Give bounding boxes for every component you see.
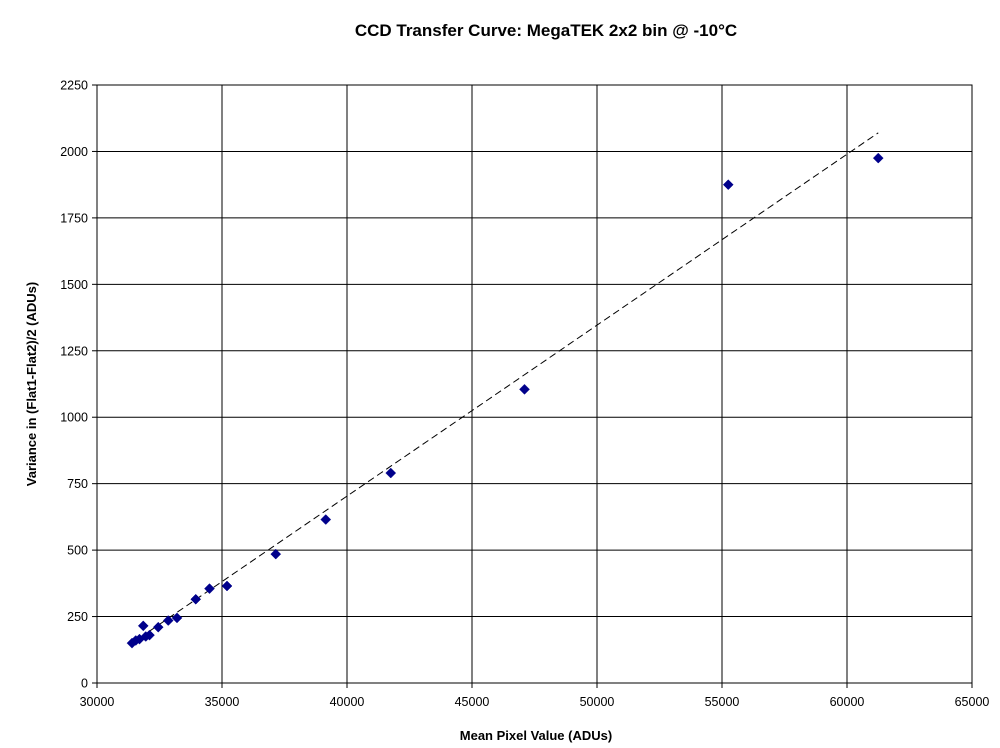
data-point <box>722 179 734 191</box>
data-point <box>137 620 149 632</box>
y-tick-label: 2250 <box>60 79 88 93</box>
y-tick-label: 250 <box>67 610 88 624</box>
y-axis: 0 250 500 750 1000 1250 1500 1750 2000 2250 <box>60 79 97 691</box>
x-tick-label: 60000 <box>830 695 865 709</box>
y-tick-label: 1750 <box>60 211 88 225</box>
y-tick-label: 750 <box>67 477 88 491</box>
trendline-group <box>131 132 879 644</box>
y-tick-label: 0 <box>81 677 88 691</box>
x-tick-label: 45000 <box>455 695 490 709</box>
data-point <box>144 629 155 641</box>
plot-area <box>96 84 973 684</box>
x-tick-label: 50000 <box>580 695 615 709</box>
data-point <box>270 548 282 560</box>
x-axis-title: Mean Pixel Value (ADUs) <box>460 728 612 743</box>
x-tick-label: 55000 <box>705 695 740 709</box>
data-points <box>126 152 884 649</box>
data-point <box>190 593 202 605</box>
data-point <box>320 514 332 525</box>
data-point <box>152 621 164 633</box>
gridlines <box>97 85 972 683</box>
data-point <box>385 467 397 479</box>
y-tick-label: 2000 <box>60 145 88 159</box>
data-point <box>519 383 530 395</box>
y-tick-label: 1250 <box>60 344 88 358</box>
y-tick-label: 500 <box>67 544 88 558</box>
x-tick-label: 40000 <box>330 695 365 709</box>
x-tick-label: 35000 <box>205 695 240 709</box>
data-point <box>162 615 174 626</box>
chart-title: CCD Transfer Curve: MegaTEK 2x2 bin @ -1… <box>355 21 737 40</box>
x-axis: 30000 35000 40000 45000 50000 55000 60000 65000 <box>80 683 990 709</box>
y-tick-label: 1000 <box>60 411 88 425</box>
data-point <box>204 583 215 595</box>
x-tick-label: 30000 <box>80 695 115 709</box>
data-point <box>171 612 183 624</box>
y-tick-label: 1500 <box>60 278 88 292</box>
y-axis-title: Variance in (Flat1-Flat2)/2 (ADUs) <box>24 282 39 486</box>
data-point <box>221 580 233 592</box>
data-point <box>872 152 884 164</box>
trendline <box>131 132 879 644</box>
x-tick-label: 65000 <box>955 695 990 709</box>
